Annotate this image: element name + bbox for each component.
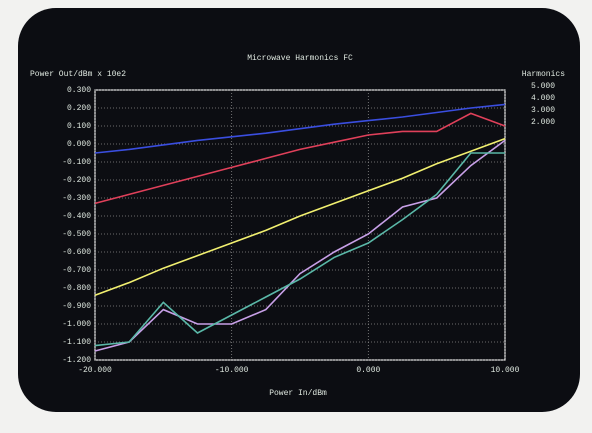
chart-title: Microwave Harmonics FC <box>247 54 353 63</box>
x-tick-label: -10.000 <box>215 366 249 375</box>
y-tick-label: -0.200 <box>62 176 91 185</box>
legend-title: Harmonics <box>522 70 565 79</box>
legend-entry: 5.000 <box>531 82 555 91</box>
series-line <box>94 137 506 296</box>
y-tick-label: 0.100 <box>67 122 91 131</box>
legend-entry: 2.000 <box>531 118 555 127</box>
legend-entry: 3.000 <box>531 106 555 115</box>
y-tick-label: -1.100 <box>62 338 91 347</box>
y-tick-label: -0.900 <box>62 302 91 311</box>
y-tick-label: -0.600 <box>62 248 91 257</box>
series-line <box>94 103 506 154</box>
y-tick-label: -0.700 <box>62 266 91 275</box>
y-tick-label: -0.500 <box>62 230 91 239</box>
y-tick-label: 0.300 <box>67 86 91 95</box>
series-line <box>94 112 506 205</box>
x-tick-label: -20.000 <box>78 366 112 375</box>
legend-entry: 4.000 <box>531 94 555 103</box>
y-tick-label: -0.100 <box>62 158 91 167</box>
y-axis-label: Power Out/dBm x 10e2 <box>30 70 126 79</box>
x-tick-label: 0.000 <box>356 366 380 375</box>
y-tick-label: -0.800 <box>62 284 91 293</box>
screen <box>18 8 580 412</box>
y-tick-label: 0.200 <box>67 104 91 113</box>
y-tick-label: 0.000 <box>67 140 91 149</box>
x-axis-label: Power In/dBm <box>269 389 327 398</box>
series-line <box>94 139 506 352</box>
y-tick-label: -1.200 <box>62 356 91 365</box>
series-line <box>94 152 505 347</box>
y-tick-label: -1.000 <box>62 320 91 329</box>
y-tick-label: -0.300 <box>62 194 91 203</box>
y-tick-label: -0.400 <box>62 212 91 221</box>
x-tick-label: 10.000 <box>491 366 520 375</box>
